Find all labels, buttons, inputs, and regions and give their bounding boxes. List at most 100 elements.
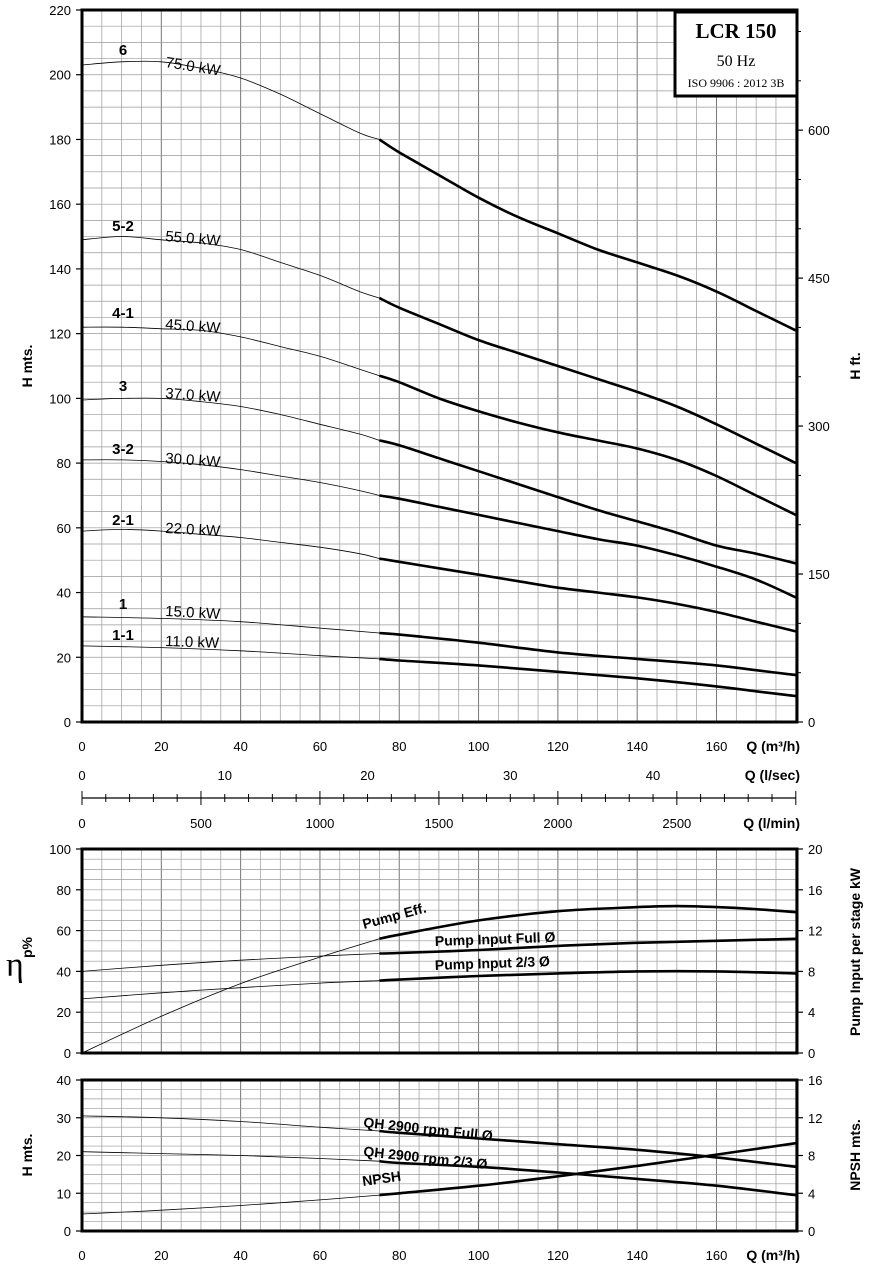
efficiency-chart-curves (81, 904, 796, 1054)
x-tick-label: 40 (233, 739, 247, 754)
y2-tick-label: 600 (808, 123, 830, 138)
y-tick-label: 220 (49, 3, 71, 18)
curve-thick-1-1 (379, 657, 796, 698)
head-y2-ticks: 0 150 300 450 600 (797, 30, 830, 730)
flow-lsec-scale: 0 10 20 30 40 (78, 768, 660, 783)
y2-tick-label: 0 (808, 1224, 815, 1239)
npsh-chart-curves (81, 1115, 796, 1215)
y2-tick-label: 8 (808, 964, 815, 979)
power-label: 75.0 kW (164, 54, 222, 80)
curve-thin-Pump Input 2/3 Ø (81, 980, 380, 1000)
model-frequency: 50 Hz (717, 53, 756, 70)
curve-thick-Pump Input Full Ø (379, 937, 796, 955)
y2-tick-label: 450 (808, 271, 830, 286)
stage-label: 2-1 (112, 512, 134, 529)
y-tick-label: 100 (49, 842, 71, 857)
curve-thick-2-1 (379, 557, 797, 633)
head-x-ticks: 0 20 40 60 80 100 120 140 160 (78, 739, 727, 754)
curve-thin-1 (81, 616, 380, 634)
lmin-tick-label: 1000 (305, 816, 334, 831)
curve-thin-3 (81, 397, 380, 441)
npsh-y2-axis-label: NPSH mts. (847, 1119, 863, 1191)
y2-tick-label: 4 (808, 1186, 815, 1201)
efficiency-chart-frame (80, 847, 799, 1055)
x-tick-label: 20 (154, 739, 168, 754)
npsh-curve-label: QH 2900 rpm Full Ø (363, 1114, 494, 1144)
power-label: 37.0 kW (165, 385, 222, 406)
curve-thick-1 (379, 631, 796, 677)
stage-label: 6 (119, 42, 127, 59)
x-tick-label: 40 (233, 1248, 247, 1263)
efficiency-chart-grid (82, 849, 797, 1053)
y-tick-label: 140 (49, 262, 71, 277)
npsh-x-axis-label: Q (m³/h) (746, 1247, 800, 1263)
flow-lmin-label: Q (l/min) (743, 815, 800, 831)
efficiency-curve-label: Pump Input Full Ø (435, 929, 556, 949)
y2-tick-label: 300 (808, 419, 830, 434)
x-tick-label: 0 (78, 1248, 85, 1263)
npsh-curve-label: NPSH (361, 1168, 402, 1189)
y2-tick-label: 20 (808, 842, 822, 857)
x-tick-label: 0 (78, 739, 85, 754)
y-tick-label: 0 (64, 1224, 71, 1239)
head-curve-labels: 6 75.0 kW 5-2 55.0 kW 4-1 45.0 kW 3 37.0 kW 3-2 3… (112, 42, 222, 652)
x-tick-label: 20 (154, 1248, 168, 1263)
head-chart-grid (82, 10, 797, 722)
curve-thin-4-1 (81, 326, 380, 377)
power-label: 45.0 kW (165, 316, 222, 337)
efficiency-y2-axis-label: Pump Input per stage kW (847, 867, 863, 1036)
x-tick-label: 120 (547, 1248, 569, 1263)
x-tick-label: 80 (392, 739, 406, 754)
head-y2-axis-label: H ft. (847, 352, 863, 379)
stage-label: 1 (119, 596, 127, 613)
model-standard: ISO 9906 : 2012 3B (688, 76, 785, 90)
lsec-tick-label: 40 (646, 768, 660, 783)
curve-thick-3 (379, 439, 797, 565)
curve-thick-6 (378, 138, 797, 332)
power-label: 30.0 kW (165, 450, 222, 471)
stage-label: 3-2 (112, 441, 134, 458)
y2-tick-label: 12 (808, 924, 822, 939)
x-tick-label: 160 (706, 1248, 728, 1263)
curve-thick-QH 2900 rpm 2/3 Ø (379, 1159, 796, 1197)
y-tick-label: 40 (57, 964, 71, 979)
lmin-tick-label: 2500 (662, 816, 691, 831)
curve-thin-5-2 (81, 236, 380, 299)
curve-thick-Pump Input 2/3 Ø (379, 969, 796, 982)
head-x-axis-label: Q (m³/h) (746, 738, 800, 754)
head-y-ticks: 0 20 40 60 80 100 120 140 160 180 200 220 (49, 3, 82, 730)
y-tick-label: 200 (49, 68, 71, 83)
y-tick-label: 10 (57, 1186, 71, 1201)
y-tick-label: 180 (49, 132, 71, 147)
y2-tick-label: 16 (808, 1073, 822, 1088)
head-chart-curves (81, 60, 797, 698)
efficiency-curve-label: Pump Input 2/3 Ø (435, 953, 551, 973)
eta-unit: p% (19, 936, 35, 958)
lmin-tick-label: 1500 (424, 816, 453, 831)
curve-thick-3-2 (379, 494, 797, 599)
y-tick-label: 0 (64, 715, 71, 730)
lmin-tick-label: 500 (190, 816, 212, 831)
efficiency-y2-ticks: 0 4 8 12 16 20 (797, 842, 822, 1061)
curve-thin-Pump Input Full Ø (81, 953, 380, 972)
y2-tick-label: 0 (808, 715, 815, 730)
npsh-y2-ticks: 0 4 8 12 16 (797, 1073, 822, 1239)
y2-tick-label: 0 (808, 1046, 815, 1061)
y-tick-label: 20 (57, 1149, 71, 1164)
lsec-tick-label: 20 (360, 768, 374, 783)
y-tick-label: 120 (49, 327, 71, 342)
curve-thick-NPSH (379, 1141, 796, 1197)
lsec-tick-label: 30 (503, 768, 517, 783)
curve-thin-3-2 (81, 459, 380, 496)
y2-tick-label: 8 (808, 1149, 815, 1164)
head-chart-frame (80, 8, 799, 724)
npsh-x-ticks: 0 20 40 60 80 100 120 140 160 (78, 1248, 727, 1263)
flow-lsec-label: Q (l/sec) (745, 767, 800, 783)
head-y-axis-label: H mts. (19, 345, 35, 388)
lmin-tick-label: 2000 (543, 816, 572, 831)
curve-thick-5-2 (378, 296, 797, 465)
x-tick-label: 100 (468, 739, 490, 754)
stage-label: 4-1 (112, 305, 134, 322)
y2-tick-label: 4 (808, 1005, 815, 1020)
